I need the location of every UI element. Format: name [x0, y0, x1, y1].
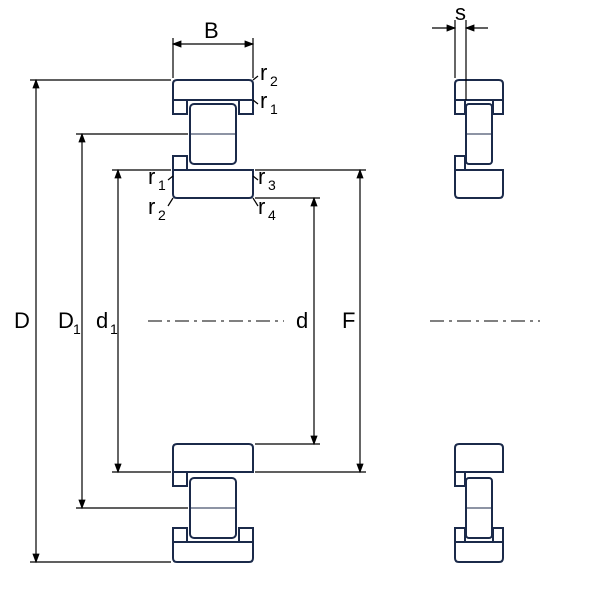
svg-text:r: r: [258, 194, 265, 219]
right-section: [430, 80, 540, 562]
label-D1-sub: 1: [73, 321, 81, 337]
label-D: D: [14, 308, 30, 333]
inner-ring-top: [173, 170, 253, 198]
r-outer-top: [455, 80, 503, 100]
svg-text:3: 3: [268, 177, 276, 193]
label-r2-top: r 2: [260, 60, 278, 89]
outer-ring-lip-right-top: [239, 100, 253, 114]
r-outer-bot: [455, 542, 503, 562]
label-d: d: [296, 308, 308, 333]
svg-text:1: 1: [158, 177, 166, 193]
outer-ring-bottom: [173, 542, 253, 562]
svg-text:4: 4: [268, 207, 276, 223]
outer-ring-lip-right-bot: [239, 528, 253, 542]
label-D1: D: [58, 308, 74, 333]
label-r3: r 3: [258, 164, 276, 193]
inner-ring-lip-top: [173, 156, 187, 170]
svg-text:r: r: [260, 88, 267, 113]
label-d1: d: [96, 308, 108, 333]
label-B: B: [204, 18, 219, 43]
label-d1-sub: 1: [110, 321, 118, 337]
r-inner-top: [455, 170, 503, 198]
dim-s: s: [432, 0, 488, 100]
outer-ring-lip-left-bot: [173, 528, 187, 542]
svg-text:r: r: [258, 164, 265, 189]
left-section: [148, 80, 284, 562]
outer-ring-lip-left-top: [173, 100, 187, 114]
inner-ring-lip-bot: [173, 472, 187, 486]
label-r1-top: r 1: [260, 88, 278, 117]
label-s: s: [455, 0, 466, 25]
svg-text:2: 2: [158, 207, 166, 223]
svg-text:r: r: [148, 164, 155, 189]
svg-text:2: 2: [270, 73, 278, 89]
outer-ring-top: [173, 80, 253, 100]
dim-D: D: [14, 80, 171, 562]
r-inner-bot: [455, 444, 503, 472]
label-F: F: [342, 308, 355, 333]
dim-B: B: [173, 18, 253, 78]
svg-text:1: 1: [270, 101, 278, 117]
svg-text:r: r: [148, 194, 155, 219]
label-r2-ul: r 2: [148, 194, 166, 223]
svg-text:r: r: [260, 60, 267, 85]
label-r1-ul: r 1: [148, 164, 166, 193]
inner-ring-bottom: [173, 444, 253, 472]
bearing-cross-section-diagram: B s D D 1 d 1 d: [0, 0, 600, 600]
